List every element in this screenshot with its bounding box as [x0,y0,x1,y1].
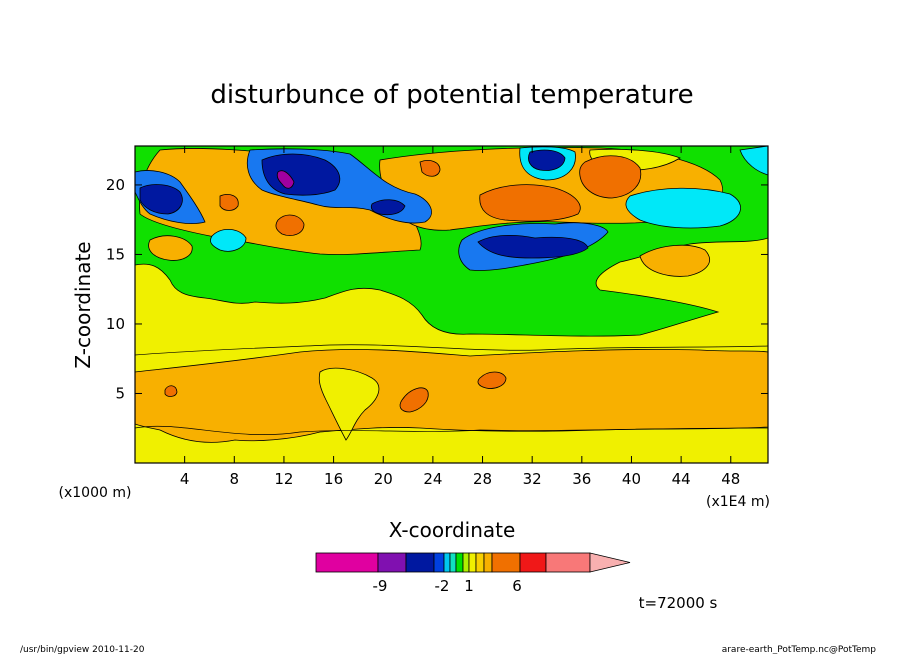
colorbar-swatch [483,552,493,573]
x-tick-label: 40 [622,470,641,488]
x-tick-label: 12 [274,470,293,488]
colorbar-swatch [475,552,485,573]
x-tick-label: 8 [230,470,240,488]
colorbar-swatch [491,552,521,573]
x-tick-label: 36 [572,470,591,488]
navy-core [477,234,589,259]
navy-core [261,153,341,196]
x-tick-label: 20 [374,470,393,488]
colorbar-swatch [315,552,379,573]
deep-orange-core [219,194,239,211]
orange-region [639,244,710,277]
colorbar-swatch [545,552,591,573]
x-tick-label: 48 [721,470,740,488]
y-axis-label: Z-coordinate [71,241,95,368]
colorbar [315,552,631,573]
colorbar-swatch [462,552,470,573]
navy-core [370,199,406,216]
plot-area [134,145,769,464]
yellow-patch [318,367,380,441]
contour-line [135,425,768,435]
deep-orange-core [479,184,581,222]
colorbar-arrow [589,552,631,573]
x-tick-label: 28 [473,470,492,488]
x-tick-label: 32 [523,470,542,488]
x-tick-label: 44 [672,470,691,488]
colorbar-label: 1 [464,577,474,595]
x-unit-left: (x1000 m) [59,485,132,501]
orange-region [148,235,193,261]
magenta-core [276,170,295,189]
orange-spot [477,371,507,389]
colorbar-swatch [377,552,407,573]
colorbar-swatch [443,552,451,573]
colorbar-swatch [519,552,547,573]
x-axis-ticks: 4 8 12 16 20 24 28 32 36 40 44 48 [180,146,740,488]
deep-orange-core [579,155,642,199]
colorbar-labels: -9 -2 1 6 [373,577,522,595]
y-axis-ticks: 5 10 15 20 [106,176,768,402]
chart-title: disturbunce of potential temperature [210,80,693,110]
cyan-region [210,229,247,252]
x-axis-label: X-coordinate [389,518,516,542]
contour-line [135,344,768,356]
y-tick-label: 20 [106,176,125,194]
cyan-region [625,187,741,229]
footer-right: arare-earth_PotTemp.nc@PotTemp [722,645,877,654]
y-tick-label: 5 [115,384,125,402]
x-unit-right: (x1E4 m) [706,494,770,510]
time-label: t=72000 s [639,594,718,612]
x-tick-label: 4 [180,470,190,488]
footer-left: /usr/bin/gpview 2010-11-20 [20,645,145,654]
colorbar-label: -2 [435,577,450,595]
cyan-region [739,146,768,176]
deep-orange-core [275,214,305,236]
colorbar-label: -9 [373,577,388,595]
orange-spot [399,387,429,413]
x-tick-label: 24 [423,470,442,488]
y-tick-label: 15 [106,245,125,263]
deep-orange-core [419,160,441,177]
y-tick-label: 10 [106,315,125,333]
plot-frame [134,145,769,464]
orange-spot [164,385,178,397]
navy-core [528,149,566,171]
colorbar-swatch [449,552,457,573]
colorbar-swatch [405,552,435,573]
colorbar-swatch [433,552,445,573]
colorbar-swatch [455,552,464,573]
navy-core [139,184,183,215]
colorbar-swatch [468,552,477,573]
x-tick-label: 16 [324,470,343,488]
colorbar-label: 6 [512,577,522,595]
